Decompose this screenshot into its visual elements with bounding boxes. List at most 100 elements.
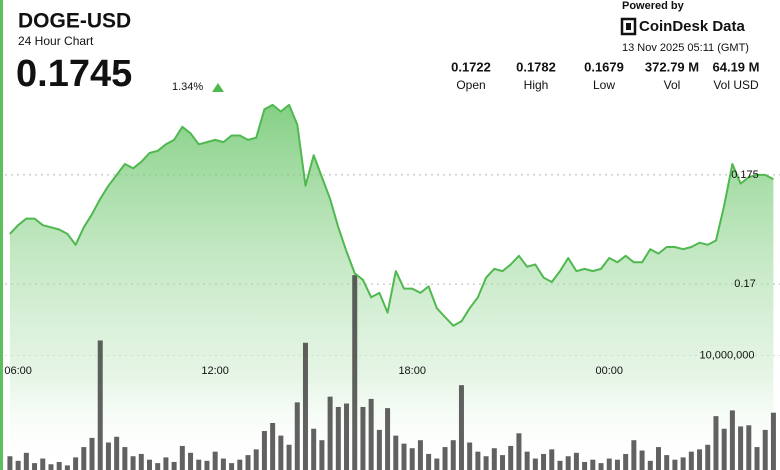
volume-bar: [114, 436, 120, 470]
volume-bar: [573, 452, 579, 470]
volume-bar: [590, 459, 596, 470]
volume-bar: [319, 440, 325, 470]
volume-bar: [541, 453, 547, 470]
volume-bar: [253, 449, 259, 470]
volume-bar: [146, 459, 152, 470]
volume-bar: [188, 452, 194, 470]
volume-bar: [220, 458, 226, 470]
volume-bar: [89, 437, 95, 470]
volume-bar: [500, 455, 506, 470]
volume-bar: [278, 435, 284, 470]
volume-bar: [655, 447, 661, 470]
volume-bar: [491, 448, 497, 470]
volume-bar: [705, 444, 711, 470]
volume-bar: [401, 443, 407, 470]
stat-value: 0.1782: [516, 59, 556, 74]
volume-bar: [623, 453, 629, 470]
x-tick-label: 06:00: [4, 365, 32, 377]
volume-bar: [450, 440, 456, 470]
volume-bar: [598, 463, 604, 470]
volume-bar: [56, 461, 62, 470]
stat-value: 0.1722: [451, 59, 491, 74]
stat-label: Vol USD: [713, 78, 759, 92]
volume-bar: [286, 444, 292, 470]
volume-bar: [409, 448, 415, 470]
volume-bar: [631, 440, 637, 470]
volume-bar: [738, 426, 744, 470]
volume-bar: [155, 463, 161, 470]
volume-bar: [475, 451, 481, 470]
stat-value: 64.19 M: [713, 59, 760, 74]
y-tick-label: 0.175: [731, 169, 759, 181]
volume-bar: [442, 447, 448, 470]
volume-bar: [352, 275, 358, 470]
volume-bar: [458, 385, 464, 470]
volume-bar: [376, 429, 382, 470]
volume-bar: [688, 451, 694, 470]
volume-bar: [516, 433, 522, 470]
price: 0.1745: [16, 53, 132, 95]
x-tick-label: 00:00: [595, 365, 623, 377]
volume-bar: [294, 402, 300, 470]
x-tick-label: 12:00: [201, 365, 229, 377]
volume-bar: [762, 429, 768, 470]
volume-bar: [606, 458, 612, 470]
volume-bar: [81, 447, 87, 470]
volume-bar: [721, 428, 727, 470]
volume-bar: [23, 452, 29, 470]
volume-bar: [7, 456, 13, 470]
volume-bar: [467, 442, 473, 470]
stat-label: Low: [593, 78, 615, 92]
stat-label: Open: [456, 78, 485, 92]
subtitle: 24 Hour Chart: [18, 34, 94, 48]
volume-bar: [229, 463, 235, 470]
volume-bar: [549, 449, 555, 470]
volume-bar: [171, 461, 177, 470]
volume-bar: [385, 408, 391, 470]
volume-bar: [105, 442, 111, 470]
stat-label: Vol: [664, 78, 681, 92]
volume-bar: [565, 456, 571, 470]
volume-bar: [532, 458, 538, 470]
volume-bar: [302, 342, 308, 470]
volume-bar: [368, 398, 374, 470]
volume-bar: [680, 457, 686, 470]
volume-bar: [179, 445, 185, 470]
volume-bar: [729, 410, 735, 470]
stat-label: High: [524, 78, 549, 92]
volume-bar: [335, 406, 341, 470]
volume-bar: [360, 406, 366, 470]
change: 1.34%: [172, 81, 203, 93]
volume-bar: [122, 447, 128, 470]
volume-bar: [270, 423, 276, 470]
volume-bar: [32, 463, 38, 470]
volume-bar: [163, 457, 169, 470]
volume-bar: [508, 445, 514, 470]
volume-bar: [524, 451, 530, 470]
volume-bar: [311, 428, 317, 470]
ticker-title: DOGE-USD: [18, 10, 131, 33]
volume-bar: [130, 456, 136, 470]
volume-bar: [417, 440, 423, 470]
volume-bar: [770, 412, 776, 470]
plot-area: [5, 104, 780, 470]
volume-bar: [73, 457, 79, 470]
volume-bar: [639, 450, 645, 470]
volume-bar: [393, 435, 399, 470]
volume-bar: [237, 459, 243, 470]
y2-tick-label: 10,000,000: [699, 349, 754, 361]
area-fill: [9, 104, 774, 470]
brand: CoinDesk Data: [639, 18, 746, 35]
timestamp: 13 Nov 2025 05:11 (GMT): [622, 42, 749, 54]
volume-bar: [664, 455, 670, 470]
volume-bar: [582, 461, 588, 470]
volume-bar: [261, 431, 267, 470]
volume-bar: [434, 458, 440, 470]
volume-bar: [557, 460, 563, 470]
volume-bar: [204, 460, 210, 470]
brand-logo: [620, 17, 637, 36]
volume-bar: [40, 458, 46, 470]
volume-bar: [697, 449, 703, 470]
stat-value: 0.1679: [584, 59, 624, 74]
